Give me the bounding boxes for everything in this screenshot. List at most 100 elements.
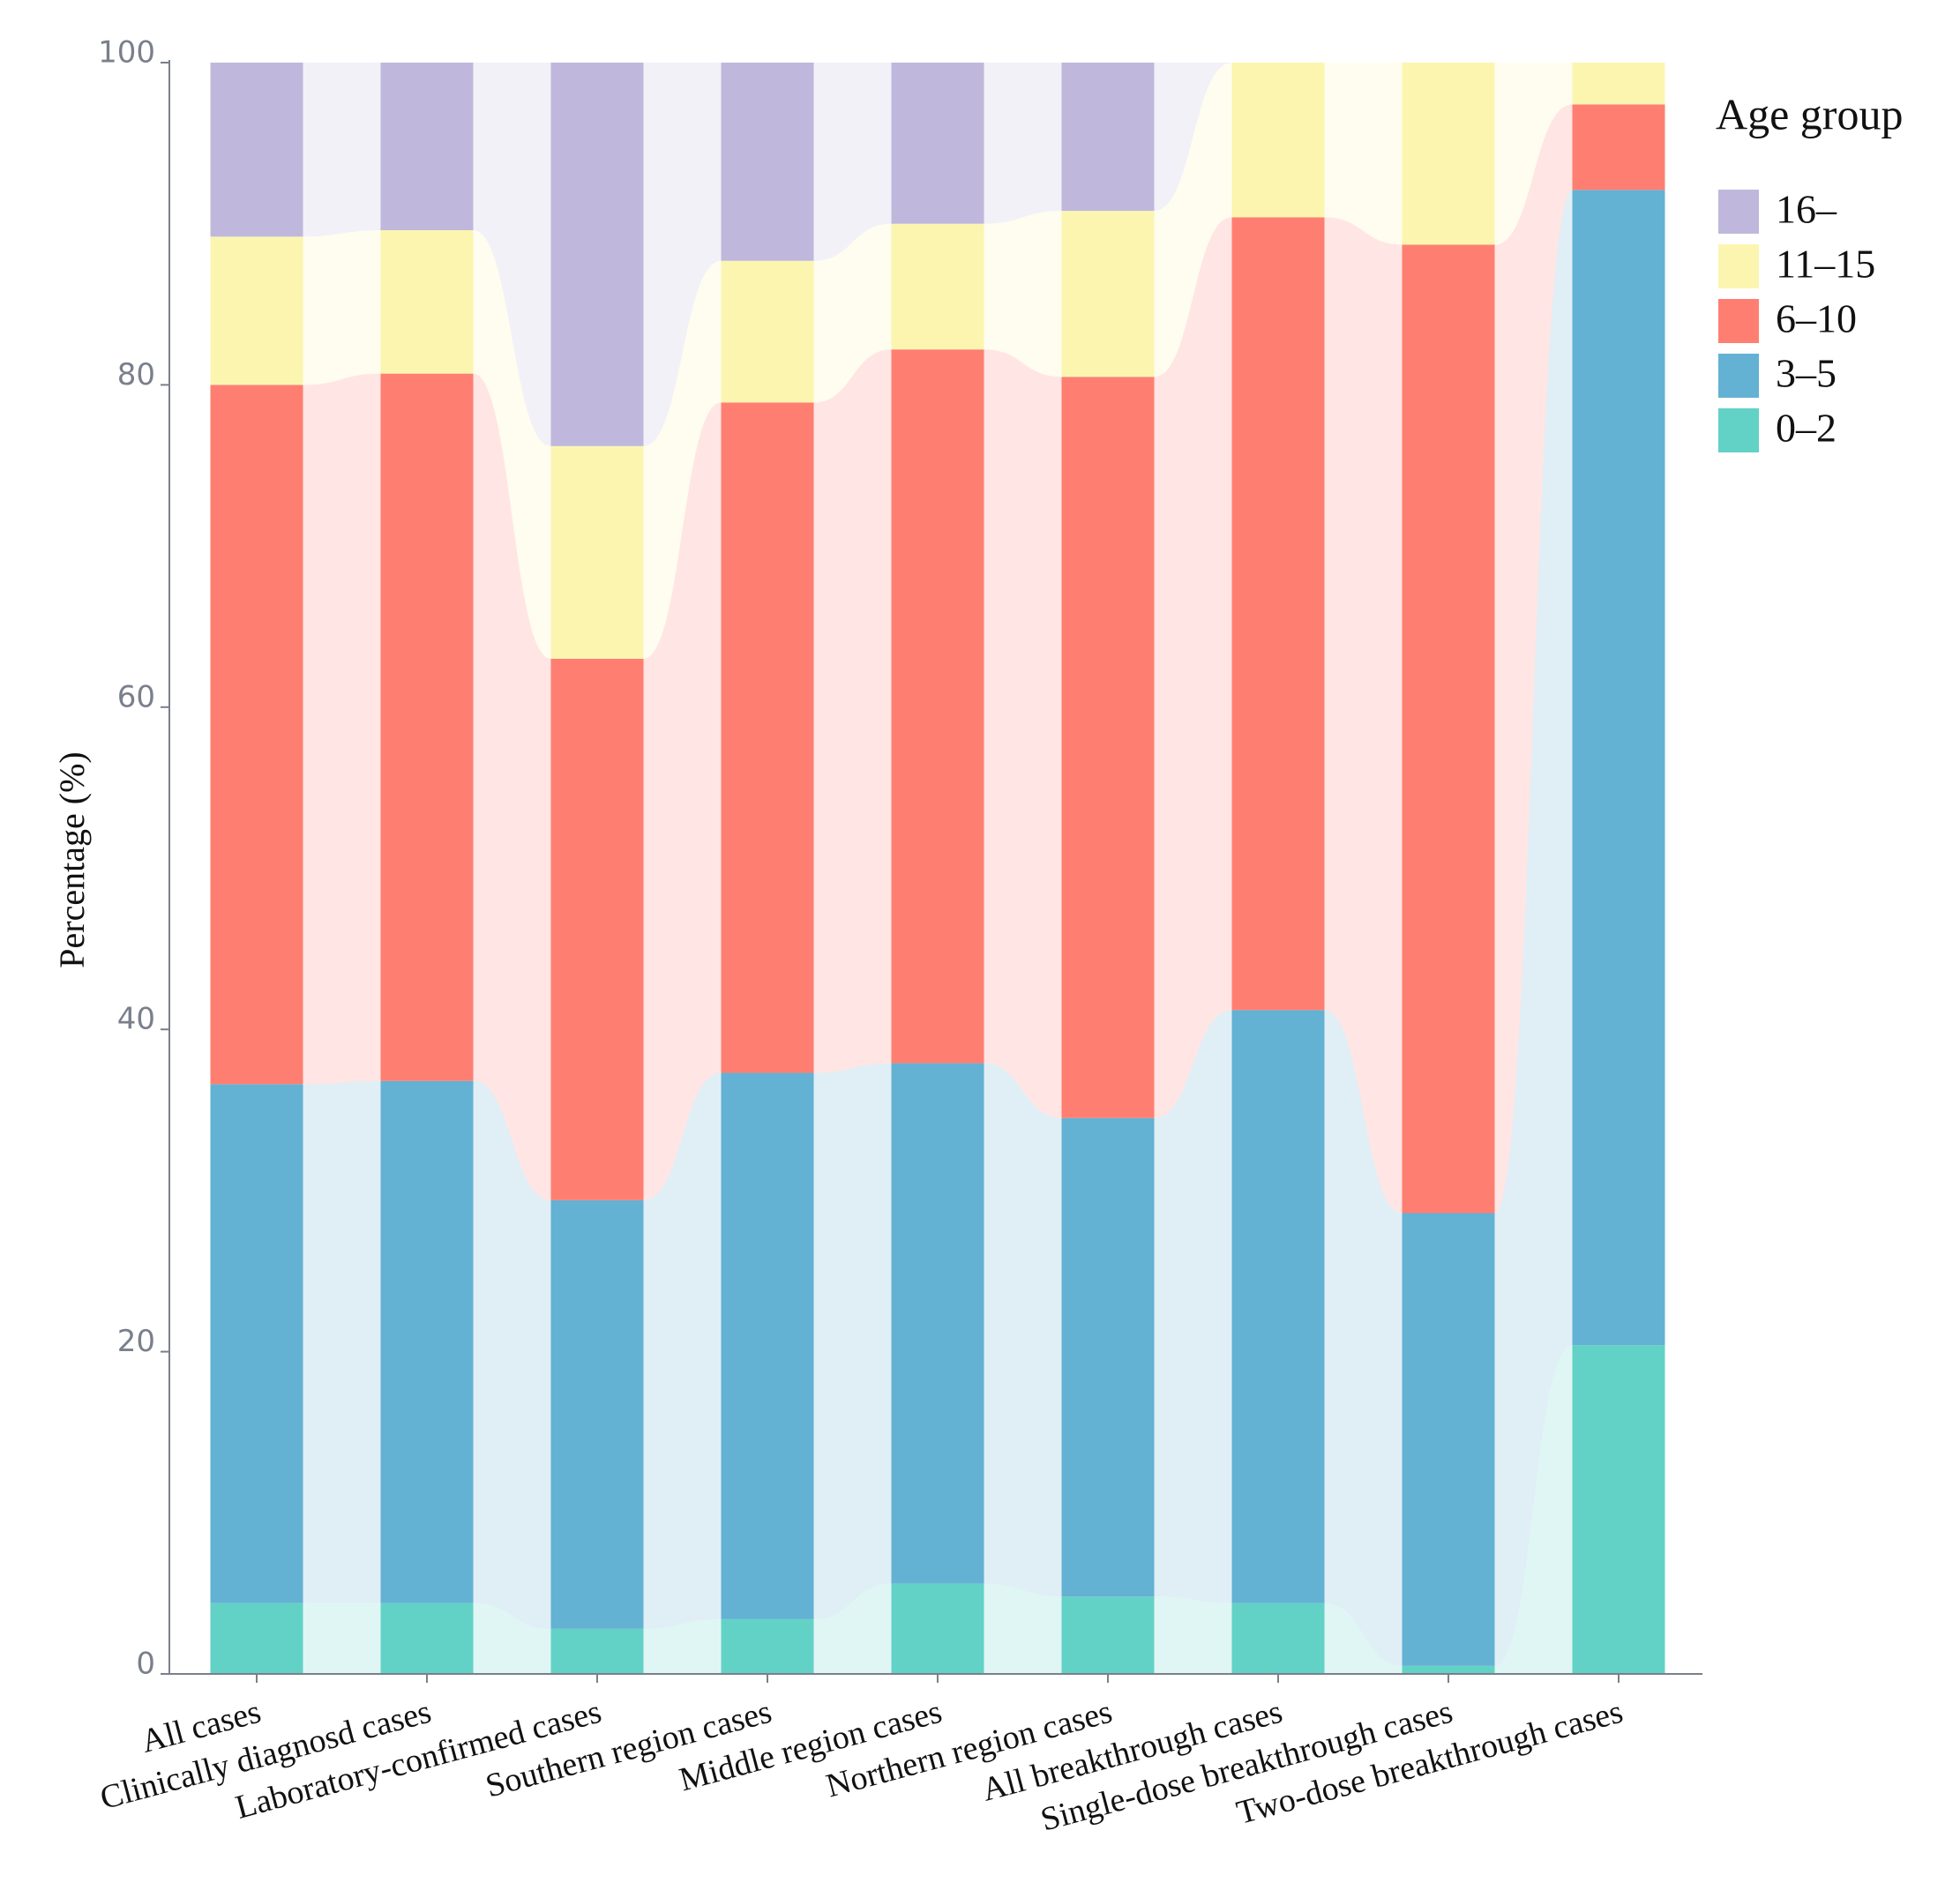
flow [813,349,892,1073]
bar-segment [721,1072,814,1619]
bar-segment [721,260,814,403]
bar-segment [210,236,303,385]
bar-segment [1231,1010,1325,1603]
bar-segment [1061,1117,1155,1597]
legend-swatch [1718,299,1759,343]
bar-segment [1231,63,1325,218]
flow [643,260,722,659]
y-tick-label: 40 [117,1002,155,1037]
legend-title: Age group [1716,89,1903,138]
legend-swatch [1718,408,1759,452]
bar-segment [1572,104,1665,190]
bar-segment [380,1602,474,1674]
bar-segment [891,349,984,1064]
flow [303,230,381,385]
flow [1154,63,1232,212]
bar-segment [550,63,644,446]
flow [473,230,551,659]
bar-segment [1061,211,1155,377]
flow [643,402,722,1200]
bar-segment [550,658,644,1200]
bar-segment [1572,63,1665,105]
flow [473,373,551,1200]
flow [984,1583,1062,1674]
bar-segment [1061,1596,1155,1674]
bar-segment [210,1084,303,1603]
legend-swatch [1718,244,1759,288]
flow [813,223,892,403]
bar-segment [891,1583,984,1674]
bar-segment [380,373,474,1081]
bar-segment [1231,217,1325,1011]
bar-segment [210,63,303,237]
bar-segment [721,402,814,1073]
bar-segment [1402,244,1495,1214]
flow [1154,1596,1232,1674]
bar-segment [891,1063,984,1584]
legend-label: 16– [1776,187,1837,232]
legend-label: 3–5 [1776,351,1837,396]
legend-label: 11–15 [1776,242,1875,287]
bar-segment [550,1628,644,1674]
bar-segment [1061,63,1155,212]
y-tick-label: 20 [117,1324,155,1359]
flow [1494,104,1573,1214]
bar-segment [1402,1665,1495,1674]
bar-segment [891,63,984,224]
flow [813,63,892,261]
bar-segment [1572,1345,1665,1674]
flow [1324,1602,1403,1674]
bar-segment [550,1199,644,1629]
bar-segment [1402,63,1495,245]
legend-swatch [1718,190,1759,234]
flow [1494,190,1573,1666]
flow [1154,1010,1232,1603]
flow [643,63,722,446]
bar-segment [1572,190,1665,1346]
bar-segment [1231,1602,1325,1674]
flow [473,1080,551,1629]
bar-segment [210,385,303,1085]
flow [813,1583,892,1674]
bar-segment [1061,377,1155,1118]
flow [1324,63,1403,245]
legend-label: 6–10 [1776,296,1857,341]
flow [473,1602,551,1674]
flow [1494,1345,1573,1674]
flow [813,1063,892,1619]
flow [1154,217,1232,1118]
bar-segment [1402,1213,1495,1666]
flow [473,63,551,446]
flow [303,373,381,1085]
flow [643,1072,722,1629]
flow [984,211,1062,377]
bar-segment [550,445,644,659]
flow [1154,63,1232,377]
legend-label: 0–2 [1776,406,1837,451]
flow [1324,1010,1403,1666]
bar-segment [721,1618,814,1674]
flow [984,1063,1062,1597]
bar-segment [721,63,814,261]
y-tick-label: 0 [136,1647,155,1682]
bar-segment [891,223,984,350]
flow [303,1080,381,1603]
flows [303,63,1573,1674]
y-tick-label: 60 [117,679,155,714]
bar-segment [210,1602,303,1674]
legend-swatch [1718,354,1759,398]
bar-segment [380,230,474,374]
flow [643,1618,722,1674]
flow [1324,217,1403,1214]
flow [984,349,1062,1118]
flow [1494,63,1573,245]
bar-segment [380,63,474,231]
flow [984,63,1062,224]
bar-segment [380,1080,474,1603]
flow [303,1602,381,1674]
flow [303,63,381,237]
y-axis-label: Percentage (%) [52,751,92,967]
y-tick-label: 100 [98,35,155,71]
y-tick-label: 80 [117,357,155,392]
